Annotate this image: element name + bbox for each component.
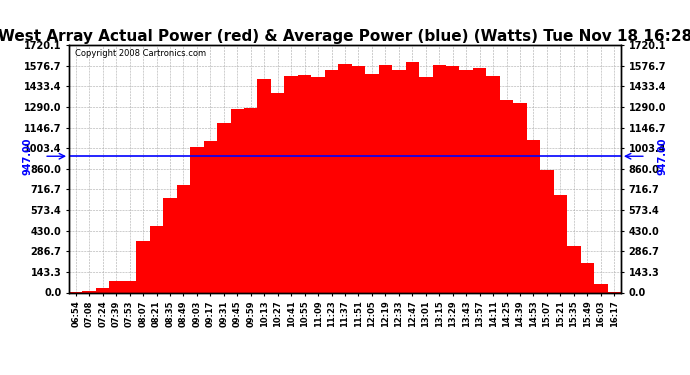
Bar: [392, 70, 406, 292]
Bar: [244, 108, 257, 292]
Title: West Array Actual Power (red) & Average Power (blue) (Watts) Tue Nov 18 16:28: West Array Actual Power (red) & Average …: [0, 29, 690, 44]
Bar: [123, 281, 137, 292]
Bar: [486, 76, 500, 292]
Bar: [500, 100, 513, 292]
Bar: [204, 141, 217, 292]
Bar: [177, 185, 190, 292]
Bar: [217, 123, 230, 292]
Bar: [540, 171, 553, 292]
Bar: [594, 284, 607, 292]
Bar: [473, 68, 486, 292]
Bar: [460, 70, 473, 292]
Bar: [379, 65, 392, 292]
Bar: [137, 242, 150, 292]
Bar: [365, 74, 379, 292]
Bar: [271, 93, 284, 292]
Bar: [567, 246, 580, 292]
Bar: [230, 109, 244, 292]
Text: 947.00: 947.00: [23, 138, 32, 175]
Bar: [419, 77, 433, 292]
Bar: [580, 263, 594, 292]
Bar: [96, 288, 110, 292]
Bar: [553, 195, 567, 292]
Bar: [311, 77, 325, 292]
Bar: [446, 66, 460, 292]
Bar: [433, 65, 446, 292]
Bar: [338, 64, 352, 292]
Bar: [513, 103, 526, 292]
Bar: [150, 226, 164, 292]
Bar: [257, 79, 271, 292]
Text: Copyright 2008 Cartronics.com: Copyright 2008 Cartronics.com: [75, 49, 206, 58]
Text: 947.00: 947.00: [658, 138, 667, 175]
Bar: [298, 75, 311, 292]
Bar: [110, 281, 123, 292]
Bar: [284, 76, 298, 292]
Bar: [325, 70, 338, 292]
Bar: [83, 291, 96, 292]
Bar: [190, 147, 204, 292]
Bar: [526, 140, 540, 292]
Bar: [352, 66, 365, 292]
Bar: [164, 198, 177, 292]
Bar: [406, 62, 419, 292]
